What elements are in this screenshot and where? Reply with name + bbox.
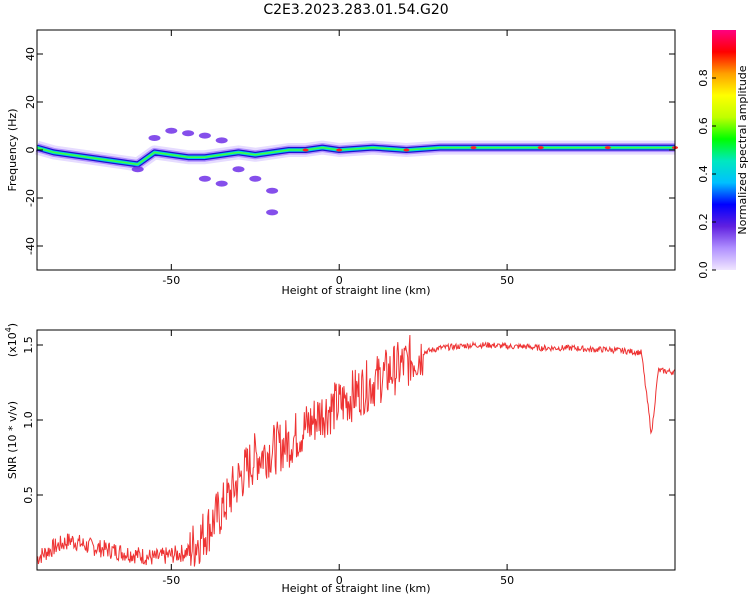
colorbar-label: Normalized spectral amplitude: [736, 65, 749, 234]
y-tick-label: 1.0: [22, 411, 35, 429]
y-tick-label: 40: [24, 47, 37, 61]
side-lobe: [232, 166, 245, 173]
trace-hotspot: [604, 146, 611, 150]
side-lobe: [198, 175, 211, 182]
x-tick-label: 50: [500, 274, 514, 287]
y-tick-label: 20: [24, 95, 37, 109]
colorbar-tick-label: 0.6: [697, 117, 710, 135]
x-tick-label: -50: [162, 274, 180, 287]
snr-plot-area: [37, 330, 675, 570]
trace-hotspot: [336, 148, 343, 152]
trace-hotspot: [403, 148, 410, 152]
spectrogram-panel: -50 0 50 40 20 0 -20 -40 Height of straight lin…: [6, 29, 678, 297]
trace-hotspot: [470, 146, 477, 150]
trace-hotspot: [537, 146, 544, 150]
side-lobe: [165, 127, 178, 134]
side-lobe: [249, 175, 262, 182]
side-lobe: [148, 135, 161, 141]
x-tick-label: 0: [336, 274, 343, 287]
side-lobe: [266, 209, 279, 216]
snr-scale-label: (x104): [4, 323, 19, 357]
x-tick-label: 50: [500, 574, 514, 587]
side-lobe: [182, 130, 195, 137]
side-lobe: [198, 132, 211, 139]
colorbar-bar: [712, 30, 736, 270]
colorbar: 0.0 0.2 0.4 0.6 0.8 Normalized spectral ampl…: [697, 30, 749, 279]
side-lobe: [215, 137, 228, 144]
spectrogram-marks: [35, 127, 678, 216]
y-tick-label: 1.5: [22, 336, 35, 354]
side-lobe: [215, 180, 228, 187]
y-tick-label: -20: [24, 189, 37, 207]
y-tick-label: -40: [24, 237, 37, 255]
snr-ylabel: SNR (10 * v/v): [6, 401, 19, 479]
spectrogram-axes: -50 0 50 40 20 0 -20 -40: [24, 30, 675, 287]
trace-peak: [36, 146, 675, 166]
x-tick-label: -50: [162, 574, 180, 587]
colorbar-tick-label: 0.2: [697, 213, 710, 231]
spectrogram-ylabel: Frequency (Hz): [6, 109, 19, 192]
snr-series-line: [36, 334, 676, 567]
trace-hotspot: [302, 148, 309, 152]
snr-axes: -50 0 50 1.5 1.0 0.5: [22, 330, 675, 587]
side-lobe: [131, 166, 144, 173]
x-tick-label: 0: [336, 574, 343, 587]
colorbar-tick-label: 0.8: [697, 69, 710, 87]
y-tick-label: 0.5: [22, 486, 35, 504]
colorbar-ticks: 0.0 0.2 0.4 0.6 0.8: [697, 69, 716, 279]
snr-panel: -50 0 50 1.5 1.0 0.5 Height of straight line …: [4, 323, 676, 595]
side-lobe: [266, 187, 279, 194]
spectrogram-xlabel: Height of straight line (km): [281, 284, 430, 297]
snr-frame: [36, 329, 676, 571]
figure-title: C2E3.2023.283.01.54.G20: [263, 2, 448, 18]
colorbar-tick-label: 0.4: [697, 165, 710, 183]
y-tick-label: 0: [24, 147, 37, 154]
colorbar-tick-label: 0.0: [697, 261, 710, 279]
snr-xlabel: Height of straight line (km): [281, 582, 430, 595]
